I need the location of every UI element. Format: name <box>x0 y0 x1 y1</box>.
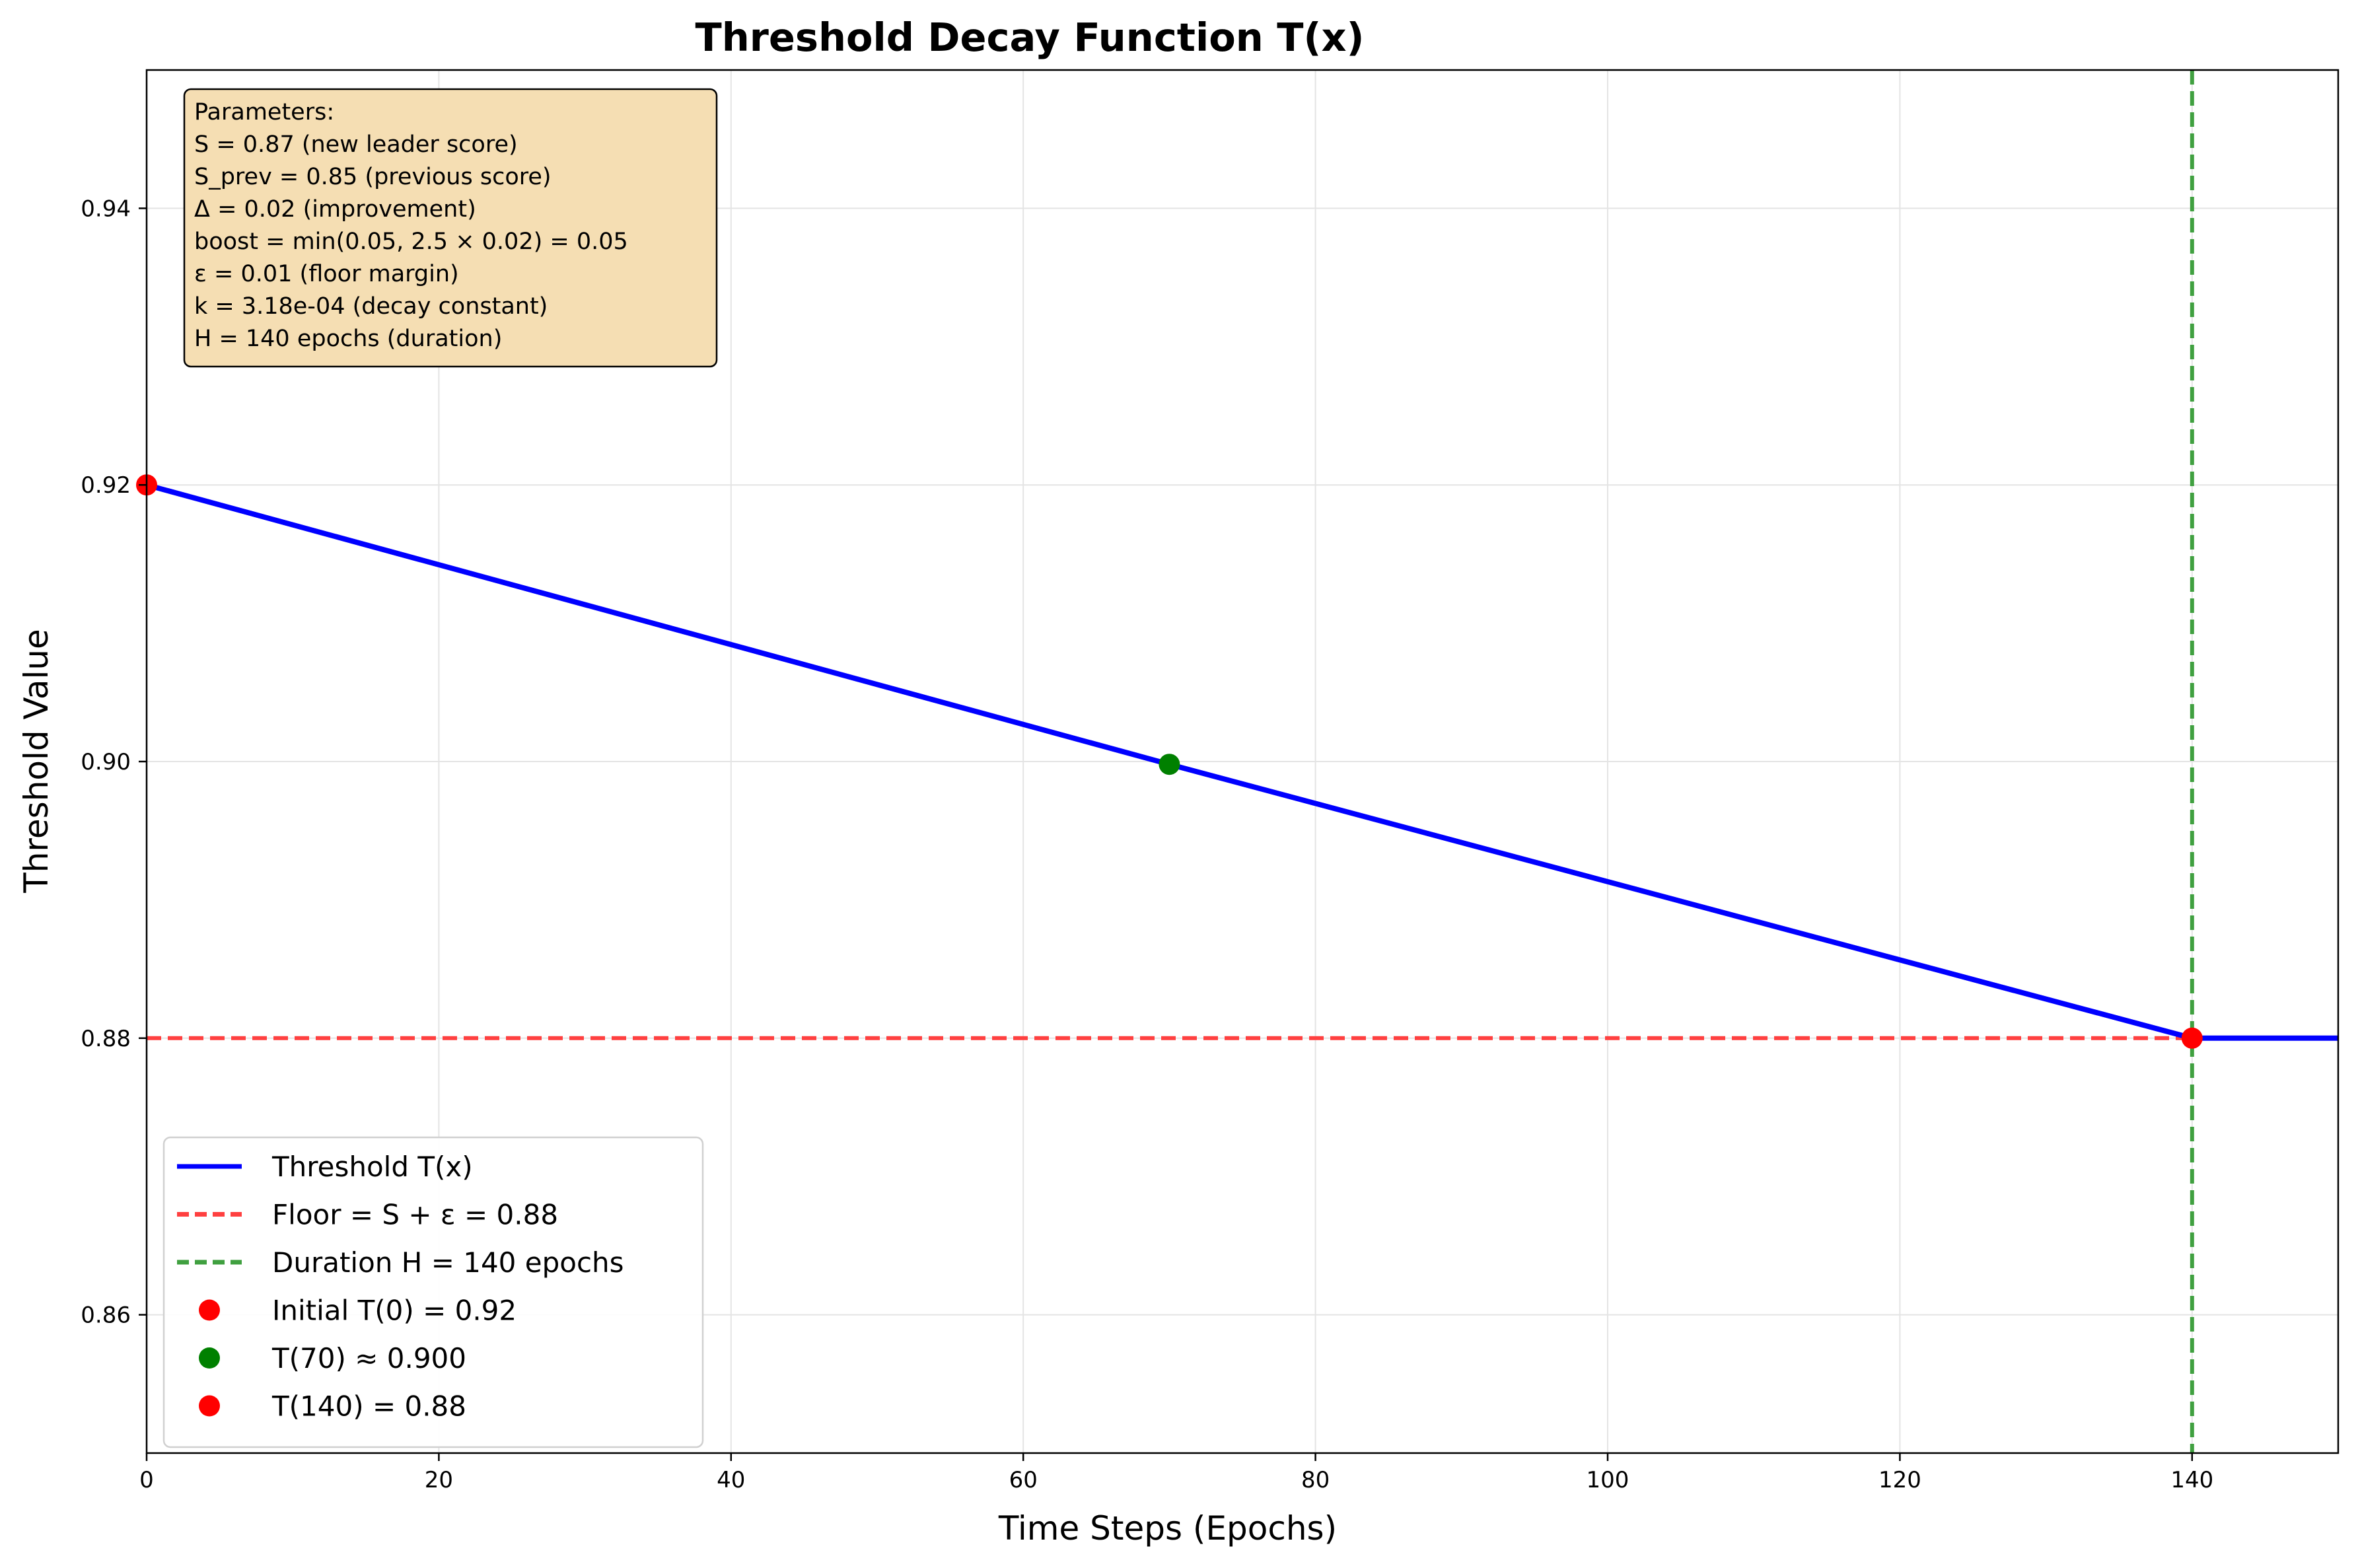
y-axis-label: Threshold Value <box>17 629 55 894</box>
x-tick-label: 60 <box>1009 1467 1038 1493</box>
axis-ticks: 0 20 40 60 80 100 120 140 0.86 0.88 0.90 0.92 0.94 <box>81 196 2213 1493</box>
legend-item-duration: Duration H = 140 epochs <box>177 1246 624 1279</box>
y-tick-label: 0.88 <box>81 1026 131 1052</box>
legend-item-threshold: Threshold T(x) <box>177 1151 473 1183</box>
x-tick-label: 20 <box>425 1467 453 1493</box>
t70-marker <box>1159 754 1180 775</box>
legend-label: T(140) = 0.88 <box>271 1390 466 1423</box>
legend-label: Threshold T(x) <box>271 1151 473 1183</box>
legend-dot-swatch <box>199 1347 220 1369</box>
legend-label: T(70) ≈ 0.900 <box>271 1342 466 1374</box>
parameter-line: ε = 0.01 (floor margin) <box>194 261 459 287</box>
parameter-line: Δ = 0.02 (improvement) <box>194 196 476 223</box>
x-tick-label: 100 <box>1587 1467 1629 1493</box>
x-tick-label: 0 <box>139 1467 154 1493</box>
legend-label: Duration H = 140 epochs <box>272 1246 624 1279</box>
parameter-line: S = 0.87 (new leader score) <box>194 131 518 158</box>
parameter-line: Parameters: <box>194 99 334 125</box>
threshold-series-line <box>147 482 2338 1041</box>
legend-dot-swatch <box>199 1395 220 1417</box>
x-tick-label: 80 <box>1301 1467 1330 1493</box>
parameter-line: S_prev = 0.85 (previous score) <box>194 164 552 190</box>
parameter-line: boost = min(0.05, 2.5 × 0.02) = 0.05 <box>194 229 628 255</box>
legend-label: Floor = S + ε = 0.88 <box>272 1199 558 1231</box>
legend-item-floor: Floor = S + ε = 0.88 <box>177 1199 558 1231</box>
y-tick-label: 0.86 <box>81 1302 131 1329</box>
parameters-box: Parameters: S = 0.87 (new leader score) S_… <box>183 88 718 368</box>
parameter-line: H = 140 epochs (duration) <box>194 326 502 352</box>
plot-lines <box>147 70 2338 1453</box>
x-tick-label: 120 <box>1878 1467 1921 1493</box>
legend-label: Initial T(0) = 0.92 <box>272 1295 517 1327</box>
legend-item-initial: Initial T(0) = 0.92 <box>199 1295 517 1327</box>
parameters-box-frame <box>183 88 718 368</box>
chart-title: Threshold Decay Function T(x) <box>695 15 1364 60</box>
y-tick-label: 0.90 <box>81 749 131 775</box>
t140-marker <box>2181 1027 2203 1049</box>
y-tick-label: 0.92 <box>81 472 131 499</box>
legend-item-t140: T(140) = 0.88 <box>199 1390 466 1423</box>
y-tick-label: 0.94 <box>81 196 131 222</box>
legend-item-t70: T(70) ≈ 0.900 <box>199 1342 466 1374</box>
legend: Threshold T(x) Floor = S + ε = 0.88 Durati… <box>162 1136 704 1448</box>
x-axis-label: Time Steps (Epochs) <box>998 1509 1337 1548</box>
x-tick-label: 140 <box>2170 1467 2213 1493</box>
legend-dot-swatch <box>199 1299 220 1321</box>
parameter-line: k = 3.18e-04 (decay constant) <box>194 293 548 320</box>
x-tick-label: 40 <box>717 1467 745 1493</box>
legend-frame <box>162 1136 704 1448</box>
